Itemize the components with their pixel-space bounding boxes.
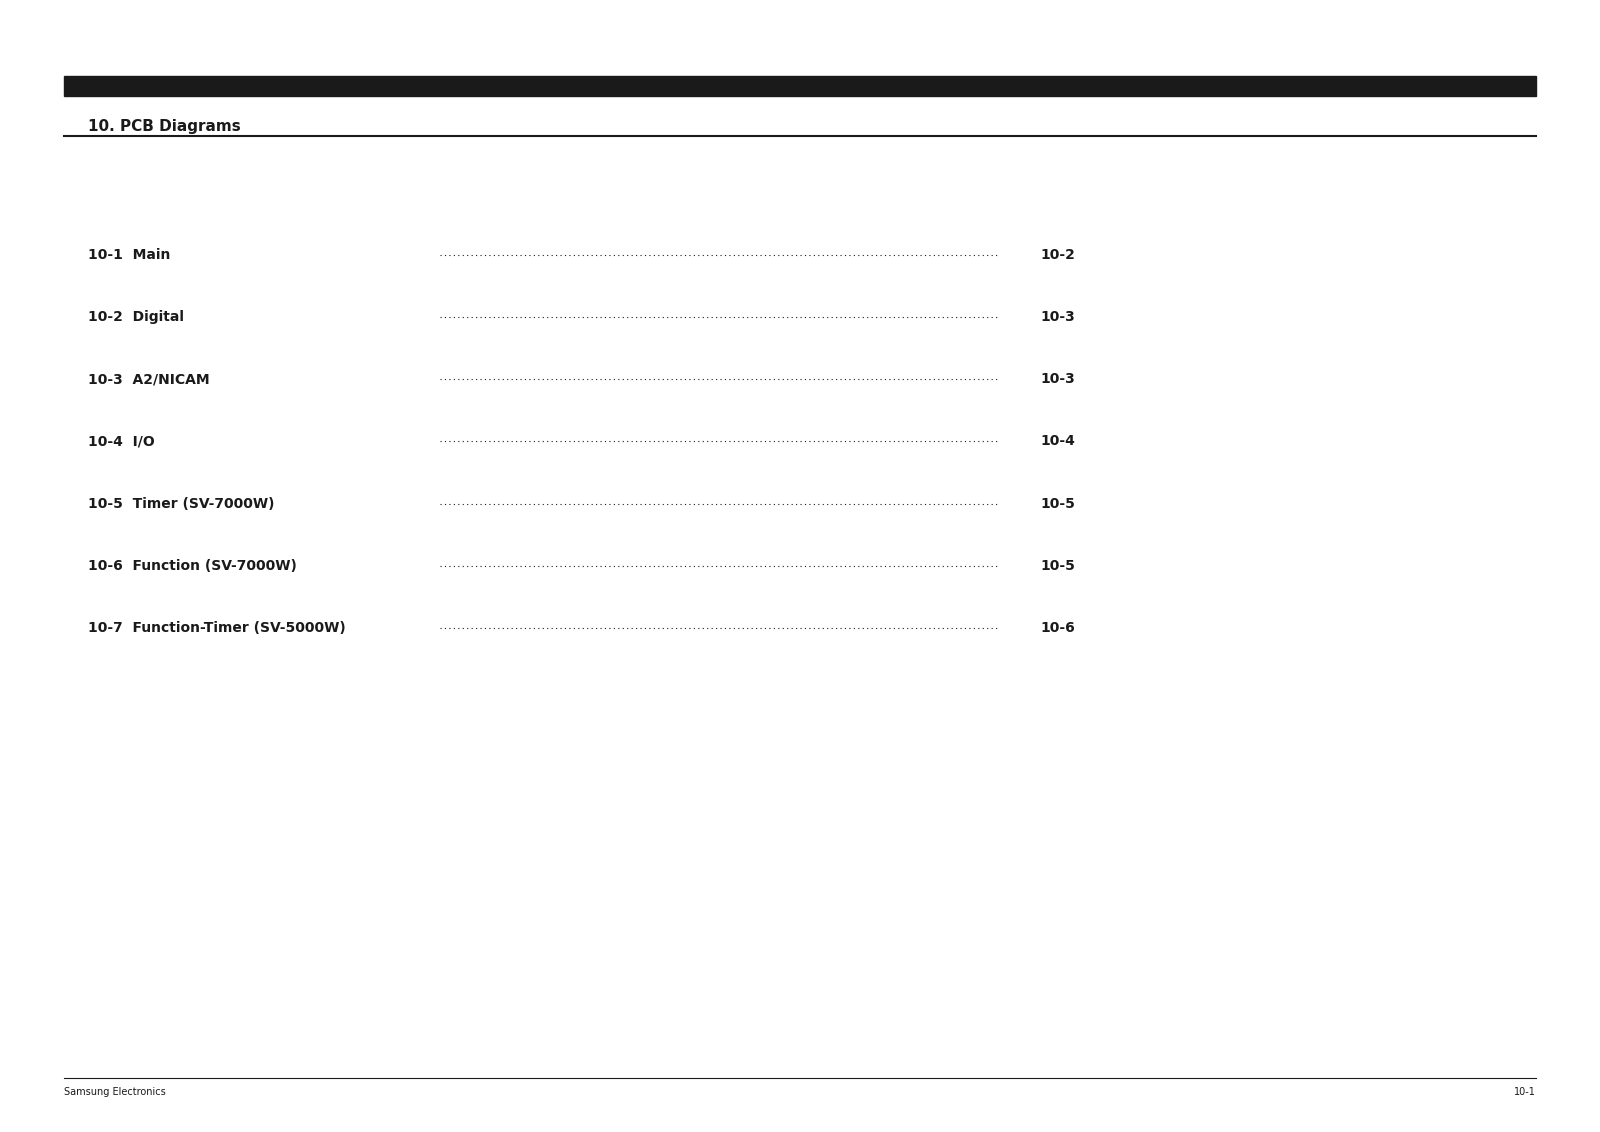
Text: 10-3  A2/NICAM: 10-3 A2/NICAM bbox=[88, 372, 210, 386]
Text: 10. PCB Diagrams: 10. PCB Diagrams bbox=[88, 119, 240, 134]
Text: Samsung Electronics: Samsung Electronics bbox=[64, 1087, 166, 1097]
Text: 10-2  Digital: 10-2 Digital bbox=[88, 310, 184, 324]
Text: 10-5  Timer (SV-7000W): 10-5 Timer (SV-7000W) bbox=[88, 497, 275, 511]
Text: 10-3: 10-3 bbox=[1040, 372, 1075, 386]
Text: 10-5: 10-5 bbox=[1040, 559, 1075, 573]
Text: 10-6  Function (SV-7000W): 10-6 Function (SV-7000W) bbox=[88, 559, 298, 573]
Text: 10-2: 10-2 bbox=[1040, 248, 1075, 261]
Text: 10-6: 10-6 bbox=[1040, 621, 1075, 635]
Bar bbox=[64, 76, 1536, 96]
Text: 10-1  Main: 10-1 Main bbox=[88, 248, 170, 261]
Text: 10-5: 10-5 bbox=[1040, 497, 1075, 511]
Text: 10-4  I/O: 10-4 I/O bbox=[88, 435, 155, 448]
Text: 10-7  Function-Timer (SV-5000W): 10-7 Function-Timer (SV-5000W) bbox=[88, 621, 346, 635]
Text: 10-4: 10-4 bbox=[1040, 435, 1075, 448]
Text: 10-3: 10-3 bbox=[1040, 310, 1075, 324]
Text: 10-1: 10-1 bbox=[1514, 1087, 1536, 1097]
